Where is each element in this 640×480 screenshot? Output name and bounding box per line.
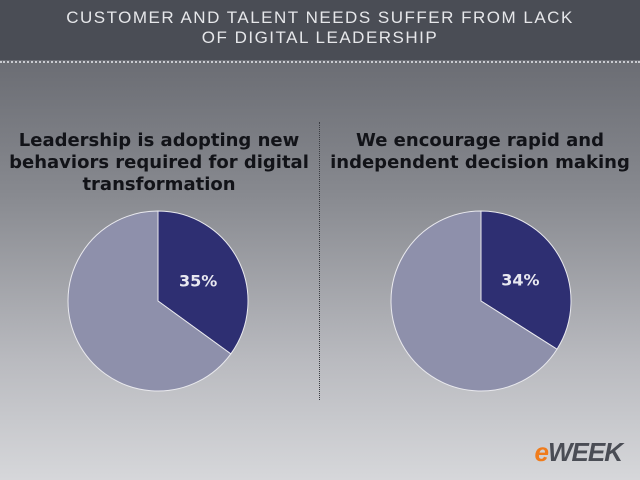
page-title-line-1: CUSTOMER AND TALENT NEEDS SUFFER FROM LA… bbox=[66, 8, 574, 27]
pie-slice-1-1 bbox=[390, 210, 558, 392]
pie-slice-label-1-0: 34% bbox=[501, 270, 539, 289]
header-divider bbox=[0, 61, 640, 63]
pie-slice-0-0 bbox=[157, 210, 249, 355]
eweek-logo: eWEEK bbox=[534, 437, 623, 468]
vertical-divider bbox=[319, 122, 320, 400]
pie-chart-right: 34% bbox=[390, 210, 572, 392]
page-title: CUSTOMER AND TALENT NEEDS SUFFER FROM LA… bbox=[20, 8, 620, 48]
pie-chart-left: 35% bbox=[67, 210, 249, 392]
pie-slice-0-1 bbox=[67, 210, 232, 392]
logo-text: WEEK bbox=[548, 437, 623, 467]
pie-slice-1-0 bbox=[480, 210, 572, 350]
chart-title-left: Leadership is adopting new behaviors req… bbox=[9, 130, 309, 195]
chart-title-right: We encourage rapid and independent decis… bbox=[330, 130, 630, 173]
pie-slice-label-0-0: 35% bbox=[179, 272, 217, 291]
page-title-line-2: OF DIGITAL LEADERSHIP bbox=[201, 28, 439, 47]
logo-prefix: e bbox=[534, 437, 550, 467]
header-bar: CUSTOMER AND TALENT NEEDS SUFFER FROM LA… bbox=[0, 0, 640, 60]
